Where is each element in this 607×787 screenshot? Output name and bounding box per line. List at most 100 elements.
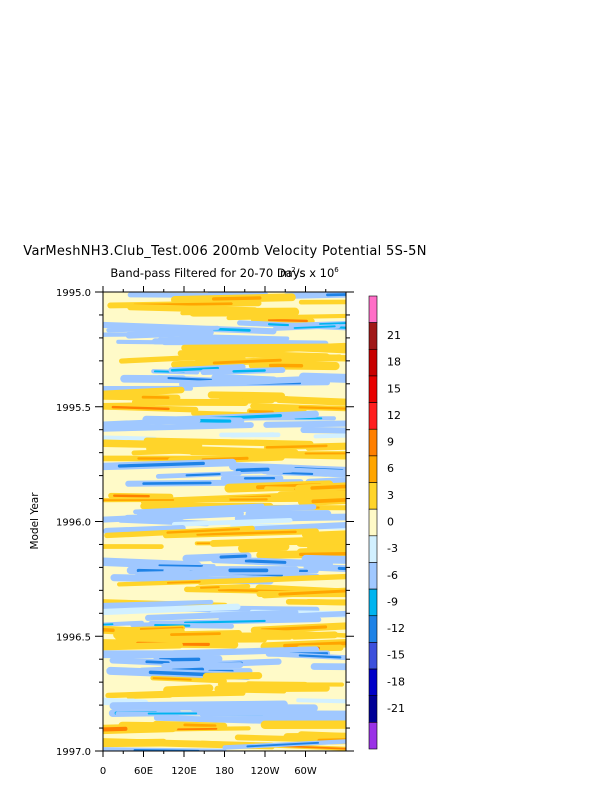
contour-streak-core bbox=[298, 406, 346, 410]
contour-streak bbox=[238, 542, 290, 553]
contour-streak bbox=[131, 447, 211, 456]
contour-streak bbox=[234, 513, 346, 522]
contour-streak bbox=[179, 374, 346, 388]
colorbar-label: 15 bbox=[387, 382, 401, 395]
contour-streak bbox=[313, 433, 346, 439]
colorbar-swatch bbox=[368, 455, 378, 483]
contour-streak-core bbox=[244, 559, 287, 564]
contour-streak bbox=[275, 395, 346, 406]
colorbar-label: 21 bbox=[387, 329, 401, 342]
contour-streak-core bbox=[170, 366, 220, 372]
x-axis: 0 60E 120E 180 120W 60W bbox=[100, 286, 327, 777]
contour-streak-core bbox=[260, 625, 328, 632]
contour-streak bbox=[209, 535, 346, 547]
contour-streak bbox=[300, 426, 346, 434]
y-tick-label: 1996.5 bbox=[56, 632, 91, 643]
contour-streak bbox=[262, 451, 346, 456]
contour-streak bbox=[126, 691, 173, 699]
x-tick-label: 180 bbox=[215, 766, 234, 777]
colorbar-swatch bbox=[368, 615, 378, 643]
chart-subtitle: Band-pass Filtered for 20-70 Days bbox=[110, 266, 305, 280]
contour-streak-core bbox=[310, 484, 346, 490]
contour-streak-core bbox=[111, 405, 170, 411]
contour-streak-core bbox=[185, 473, 221, 477]
contour-streak-core bbox=[139, 626, 184, 631]
contour-streak bbox=[177, 342, 346, 357]
colorbar-swatch bbox=[368, 642, 378, 670]
colorbar-label: -3 bbox=[387, 542, 398, 555]
contour-streak-core bbox=[170, 632, 221, 637]
colorbar-swatch bbox=[368, 695, 378, 723]
contour-streak bbox=[103, 417, 201, 427]
contour-streak bbox=[214, 684, 330, 693]
contour-streak bbox=[136, 504, 317, 516]
contour-streak-core bbox=[232, 369, 266, 373]
contour-streak bbox=[143, 437, 314, 448]
contour-streak-core bbox=[278, 589, 346, 596]
colorbar: 21 18 15 12 9 6 3 0 -3 -6 -9 -12 -15 -18 -21 bbox=[368, 295, 405, 750]
contour-streak-core bbox=[142, 481, 212, 485]
contour-streak bbox=[145, 609, 299, 621]
contour-streak bbox=[283, 292, 346, 299]
contour-streak-core bbox=[293, 325, 336, 329]
contour-streak bbox=[103, 603, 241, 616]
colorbar-swatch bbox=[368, 588, 378, 617]
y-tick-label: 1995.5 bbox=[56, 403, 91, 414]
contour-streak bbox=[103, 386, 185, 398]
colorbar-swatch bbox=[368, 375, 378, 403]
colorbar-swatch bbox=[368, 562, 378, 590]
colorbar-label: 12 bbox=[387, 409, 401, 422]
chart-title: VarMeshNH3.Club_Test.006 200mb Velocity … bbox=[23, 244, 426, 259]
contour-streak-core bbox=[326, 293, 346, 297]
y-axis: 1995.0 1995.5 1996.0 1996.5 1997.0 bbox=[56, 288, 354, 758]
contour-streak bbox=[202, 672, 263, 680]
contour-streak-core bbox=[145, 660, 170, 665]
contour-streak-core bbox=[337, 566, 346, 571]
contour-streak-core bbox=[103, 726, 128, 732]
contour-streak-core bbox=[152, 677, 192, 681]
contour-streak bbox=[301, 554, 346, 564]
x-tick-label: 60W bbox=[294, 766, 317, 777]
colorbar-label: -15 bbox=[387, 649, 405, 662]
colorbar-label: -6 bbox=[387, 569, 398, 582]
contour-streak-core bbox=[196, 530, 297, 536]
units-text: m bbox=[280, 266, 291, 280]
contour-streak-core bbox=[166, 580, 201, 584]
colorbar-swatch bbox=[368, 348, 378, 377]
contour-streak-core bbox=[319, 322, 346, 325]
contour-streak-core bbox=[212, 358, 282, 365]
contour-streak bbox=[303, 563, 346, 572]
contour-streak bbox=[298, 299, 346, 305]
contour-streak bbox=[134, 570, 209, 581]
contour-streak-core bbox=[267, 318, 308, 323]
units-exponent: 2 bbox=[291, 266, 295, 274]
contour-streak bbox=[173, 637, 267, 643]
contour-streak-core bbox=[248, 409, 274, 414]
contour-streak-core bbox=[199, 586, 220, 589]
contour-streak bbox=[106, 325, 220, 333]
units-tail: /s x 10 bbox=[296, 266, 335, 280]
x-tick-label: 120W bbox=[251, 766, 280, 777]
x-tick-label: 60E bbox=[134, 766, 153, 777]
contour-streak bbox=[103, 524, 186, 535]
contour-streak bbox=[291, 631, 339, 640]
contour-streak-core bbox=[167, 377, 220, 382]
colorbar-label: -9 bbox=[387, 595, 398, 608]
colorbar-label: 0 bbox=[387, 516, 394, 529]
contour-streak-core bbox=[352, 528, 458, 533]
colorbar-swatch bbox=[368, 428, 378, 457]
contour-streak bbox=[103, 439, 193, 448]
colorbar-swatch bbox=[368, 668, 378, 697]
colorbar-label: 3 bbox=[387, 489, 394, 502]
colorbar-label: 18 bbox=[387, 356, 401, 369]
contour-streak-core bbox=[235, 467, 270, 473]
contour-streak-core bbox=[246, 741, 320, 748]
contour-streak bbox=[103, 331, 203, 337]
contour-streak-core bbox=[283, 641, 346, 648]
y-tick-label: 1997.0 bbox=[56, 747, 91, 758]
colorbar-swatch bbox=[368, 402, 378, 430]
contour-streak-core bbox=[103, 628, 115, 633]
contour-streak-core bbox=[298, 654, 342, 659]
contour-streak bbox=[207, 391, 286, 400]
